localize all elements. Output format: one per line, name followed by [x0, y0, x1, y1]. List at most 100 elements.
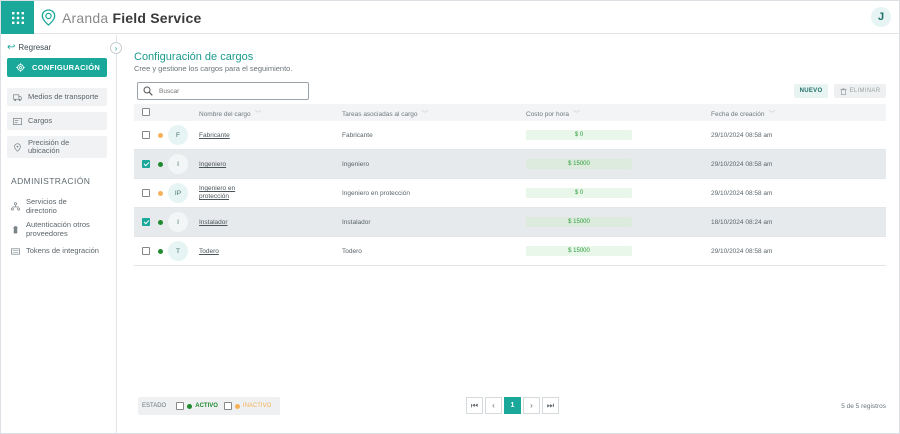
- row-checkbox[interactable]: [142, 247, 150, 255]
- token-icon: [11, 248, 20, 255]
- brand-name-bold: Field Service: [112, 9, 202, 26]
- delete-label: ELIMINAR: [849, 88, 881, 94]
- status-dot-active: [158, 220, 163, 225]
- table-row[interactable]: I Instalador Instalador $ 15000 18/10/20…: [134, 208, 886, 237]
- role-initial-avatar: I: [168, 154, 188, 174]
- role-initial-avatar: IP: [168, 183, 188, 203]
- status-dot-active: [158, 162, 163, 167]
- admin-item-directory[interactable]: Servicios de directorio: [11, 197, 111, 215]
- status-dot-active: [187, 403, 193, 409]
- table-row[interactable]: IP Ingeniero en protección Ingeniero en …: [134, 179, 886, 208]
- role-tasks: Instalador: [342, 219, 371, 226]
- role-tasks: Fabricante: [342, 132, 373, 139]
- column-header-date[interactable]: Fecha de creación ﹀: [711, 109, 775, 119]
- sidebar-item-label: Medios de transporte: [28, 91, 99, 101]
- filter-active-checkbox[interactable]: [176, 402, 185, 410]
- filter-active-label: ACTIVO: [195, 403, 218, 409]
- filter-inactive-checkbox[interactable]: [223, 402, 232, 410]
- brand-logo: Aranda Field Service: [41, 9, 201, 26]
- location-logo-icon: [41, 9, 56, 26]
- status-dot-active: [158, 249, 163, 254]
- row-checkbox[interactable]: [142, 189, 150, 197]
- filter-inactive-option[interactable]: INACTIVO: [223, 402, 272, 410]
- first-page-icon: ⏮: [470, 400, 479, 410]
- new-button[interactable]: NUEVO: [794, 84, 828, 98]
- status-dot-inactive: [158, 133, 163, 138]
- row-checkbox[interactable]: [142, 160, 150, 168]
- top-bar: Aranda Field Service J: [1, 1, 899, 34]
- badge-icon: [13, 117, 22, 125]
- column-header-name[interactable]: Nombre del cargo ﹀: [199, 109, 262, 119]
- transport-icon: [13, 93, 22, 101]
- previous-page-button[interactable]: ‹: [485, 397, 502, 414]
- chevron-down-icon: ﹀: [421, 111, 429, 118]
- role-name-link[interactable]: Ingeniero: [199, 161, 227, 168]
- trash-icon: [840, 87, 847, 95]
- role-tasks: Ingeniero en protección: [342, 190, 410, 197]
- creation-date: 29/10/2024 08:58 am: [711, 248, 773, 255]
- table-row[interactable]: F Fabricante Fabricante $ 0 29/10/2024 0…: [134, 121, 886, 150]
- table-row[interactable]: I Ingeniero Ingeniero $ 15000 29/10/2024…: [134, 150, 886, 179]
- configuration-button[interactable]: CONFIGURACIÓN: [7, 58, 107, 77]
- location-pin-icon: [14, 142, 21, 152]
- role-name-link[interactable]: Instalador: [199, 219, 228, 226]
- role-name-link[interactable]: Todero: [199, 248, 219, 255]
- brand-name-light: Aranda: [62, 9, 109, 26]
- column-header-tasks[interactable]: Tareas asociadas al cargo ﹀: [342, 109, 429, 119]
- filter-active-option[interactable]: ACTIVO: [176, 402, 218, 410]
- app-menu-button[interactable]: [1, 1, 34, 34]
- last-page-icon: ⏭: [546, 400, 555, 410]
- role-initial-avatar: F: [168, 125, 188, 145]
- role-name-link[interactable]: Ingeniero en protección: [199, 185, 236, 200]
- back-link[interactable]: ↩ Regresar: [7, 42, 52, 52]
- cost-badge: $ 15000: [526, 159, 632, 169]
- sidebar-item-location-precision[interactable]: Precisión de ubicación: [7, 136, 107, 158]
- status-filter: ESTADO ACTIVO INACTIVO: [138, 397, 280, 415]
- column-header-label: Tareas asociadas al cargo: [342, 110, 418, 118]
- admin-item-integration-tokens[interactable]: Tokens de integración: [11, 247, 111, 256]
- cost-badge: $ 15000: [526, 217, 632, 227]
- admin-item-label: Tokens de integración: [26, 246, 99, 256]
- select-all-checkbox[interactable]: [142, 108, 150, 116]
- cost-badge: $ 15000: [526, 246, 632, 256]
- sidebar: ↩ Regresar CONFIGURACIÓN Medios de trans…: [1, 35, 117, 433]
- column-header-label: Fecha de creación: [711, 110, 765, 118]
- chevron-down-icon: ﹀: [254, 111, 262, 118]
- row-checkbox[interactable]: [142, 131, 150, 139]
- role-name-link[interactable]: Fabricante: [199, 132, 230, 139]
- row-checkbox[interactable]: [142, 218, 150, 226]
- sidebar-item-cargos[interactable]: Cargos: [7, 112, 107, 130]
- creation-date: 29/10/2024 08:58 am: [711, 190, 773, 197]
- sidebar-collapse-button[interactable]: ›: [110, 42, 122, 54]
- user-avatar[interactable]: J: [871, 7, 891, 27]
- search-icon: [143, 86, 153, 96]
- role-tasks: Ingeniero: [342, 161, 370, 168]
- role-tasks: Todero: [342, 248, 362, 255]
- column-header-label: Costo por hora: [526, 110, 569, 118]
- search-input[interactable]: [159, 87, 299, 95]
- last-page-button[interactable]: ⏭: [542, 397, 559, 414]
- column-header-label: Nombre del cargo: [199, 110, 251, 118]
- filter-inactive-label: INACTIVO: [242, 403, 272, 409]
- column-header-cost[interactable]: Costo por hora ﹀: [526, 109, 580, 119]
- first-page-button[interactable]: ⏮: [466, 397, 483, 414]
- delete-button[interactable]: ELIMINAR: [834, 84, 886, 98]
- back-label: Regresar: [18, 43, 52, 52]
- pagination: ⏮ ‹ 1 › ⏭: [466, 397, 559, 414]
- configuration-label: CONFIGURACIÓN: [32, 63, 101, 72]
- next-page-button[interactable]: ›: [523, 397, 540, 414]
- admin-item-auth-providers[interactable]: Autenticación otros proveedores: [11, 220, 111, 238]
- role-initial-avatar: I: [168, 212, 188, 232]
- page-number-button[interactable]: 1: [504, 397, 521, 414]
- creation-date: 29/10/2024 08:58 am: [711, 161, 773, 168]
- grid-icon: [11, 11, 24, 24]
- cost-badge: $ 0: [526, 188, 632, 198]
- table-row[interactable]: T Todero Todero $ 15000 29/10/2024 08:58…: [134, 237, 886, 266]
- page-title: Configuración de cargos: [134, 51, 254, 63]
- brand-name: Aranda Field Service: [62, 10, 201, 26]
- sidebar-item-transport[interactable]: Medios de transporte: [7, 88, 107, 106]
- lock-icon: [13, 226, 18, 234]
- status-dot-inactive: [158, 191, 163, 196]
- admin-item-label: Autenticación otros proveedores: [26, 220, 90, 238]
